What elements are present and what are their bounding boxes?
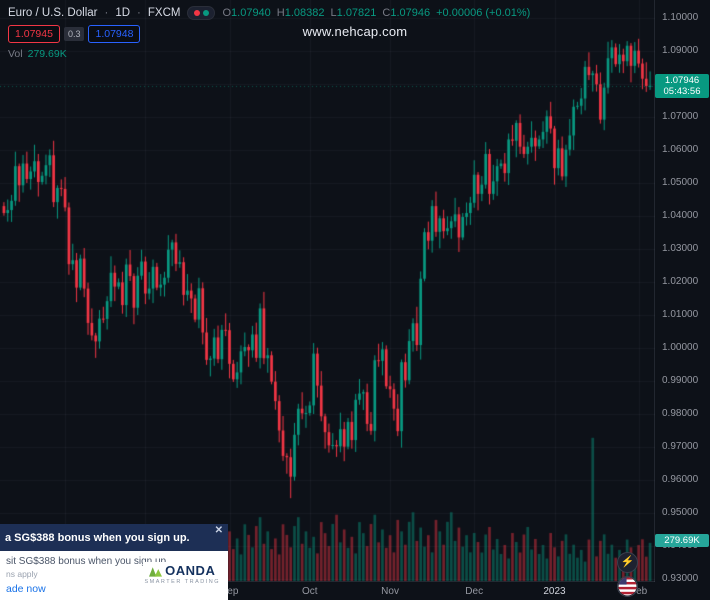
trade-buttons-row: 1.07945 0.3 1.07948 — [8, 25, 530, 43]
price-label: 1.03000 — [662, 243, 699, 254]
price-label: 1.09000 — [662, 45, 699, 56]
us-flag-graphic — [618, 577, 637, 596]
price-label: 1.06000 — [662, 144, 699, 155]
high-label: H — [276, 7, 285, 19]
separator: · — [137, 7, 141, 19]
buy-dot-icon — [202, 10, 209, 16]
watermark: www.nehcap.com — [302, 24, 408, 39]
close-label: C — [382, 7, 391, 19]
ad-headline-bar: a SG$388 bonus when you sign up. ✕ — [0, 524, 228, 551]
ad-cta-link[interactable]: ade now — [6, 583, 46, 595]
spread-value: 0.3 — [63, 27, 85, 41]
symbol-title[interactable]: Euro / U.S. Dollar — [8, 7, 98, 19]
price-label: 0.98000 — [662, 408, 699, 419]
oanda-tagline: SMARTER TRADING — [144, 579, 220, 585]
price-axis[interactable]: 1.07946 05:43:56 279.69K 1.10000 1.09000 1… — [654, 0, 710, 584]
oanda-mark-icon — [149, 566, 163, 577]
chart-canvas[interactable] — [0, 0, 655, 582]
ad-body-text: sit SG$388 bonus when you sign up. — [6, 556, 169, 567]
timeframe-label[interactable]: 1D — [115, 7, 131, 19]
buy-sell-toggle[interactable] — [187, 6, 216, 20]
instant-trading-button[interactable]: ⚡ — [617, 552, 638, 573]
bar-countdown: 05:43:56 — [663, 85, 701, 97]
high-value: 1.08382 — [284, 7, 325, 19]
price-label: 1.00000 — [662, 342, 699, 353]
exchange-label[interactable]: FXCM — [147, 7, 181, 19]
time-label: Sep — [220, 586, 239, 597]
ad-banner: a SG$388 bonus when you sign up. ✕ sit S… — [0, 524, 228, 600]
ohlc-values: O1.07940 H1.08382 L1.07821 C1.07946 +0.0… — [222, 7, 530, 19]
price-label: 1.05000 — [662, 177, 699, 188]
time-label: Feb — [629, 586, 648, 597]
change-value: +0.00006 (+0.01%) — [436, 7, 531, 19]
price-label: 1.04000 — [662, 210, 699, 221]
close-value: 1.07946 — [390, 7, 431, 19]
price-label: 0.96000 — [662, 474, 699, 485]
volume-indicator-value: 279.69K — [27, 48, 67, 60]
sell-button[interactable]: 1.07945 — [8, 25, 60, 43]
price-label: 0.99000 — [662, 375, 699, 386]
symbol-row: Euro / U.S. Dollar · 1D · FXCM O1.07940 … — [8, 6, 530, 20]
volume-indicator-label[interactable]: Vol — [8, 48, 23, 60]
time-label: Dec — [465, 586, 484, 597]
lightning-icon: ⚡ — [620, 556, 635, 568]
sell-dot-icon — [193, 10, 200, 16]
price-label: 1.01000 — [662, 309, 699, 320]
last-price-value: 1.07946 — [664, 74, 700, 86]
separator: · — [104, 7, 109, 19]
price-label: 1.07000 — [662, 111, 699, 122]
open-label: O — [222, 7, 232, 19]
ad-close-icon[interactable]: ✕ — [214, 525, 223, 536]
price-label: 0.95000 — [662, 507, 699, 518]
chart-legend: Euro / U.S. Dollar · 1D · FXCM O1.07940 … — [8, 6, 530, 60]
open-value: 1.07940 — [231, 7, 271, 19]
volume-row: Vol 279.69K — [8, 48, 530, 60]
us-flag-icon[interactable] — [617, 576, 638, 597]
buy-button[interactable]: 1.07948 — [88, 25, 141, 43]
low-value: 1.07821 — [336, 7, 377, 19]
ad-terms-text: ns apply — [6, 569, 38, 579]
time-label: 2023 — [543, 586, 566, 597]
oanda-logo[interactable]: OANDA SMARTER TRADING — [142, 562, 222, 586]
price-label: 1.02000 — [662, 276, 699, 287]
low-label: L — [330, 7, 337, 19]
oanda-brand-text: OANDA — [165, 563, 216, 578]
ad-body: sit SG$388 bonus when you sign up. ns ap… — [0, 551, 228, 600]
time-label: Nov — [381, 586, 399, 597]
price-label: 0.97000 — [662, 441, 699, 452]
price-label: 0.93000 — [662, 573, 699, 584]
time-label: Oct — [302, 586, 318, 597]
volume-axis-badge: 279.69K — [655, 533, 709, 547]
ad-headline-text: a SG$388 bonus when you sign up. — [5, 531, 190, 544]
last-price-badge: 1.07946 05:43:56 — [655, 73, 709, 98]
price-label: 1.10000 — [662, 12, 699, 23]
